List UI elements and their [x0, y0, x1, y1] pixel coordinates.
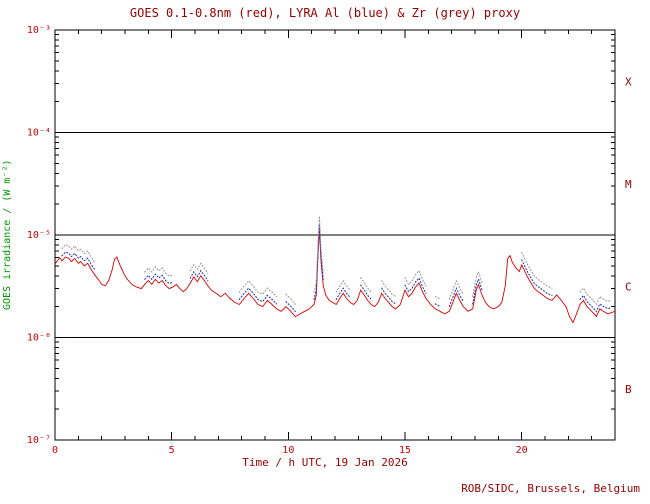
svg-text:5: 5: [169, 445, 175, 456]
credit-text: ROB/SIDC, Brussels, Belgium: [461, 482, 640, 495]
zr-proxy-series: [61, 216, 613, 306]
x-axis-label: Time / h UTC, 19 Jan 2026: [242, 456, 408, 469]
svg-text:10⁻⁴: 10⁻⁴: [27, 128, 51, 139]
svg-text:10⁻³: 10⁻³: [27, 25, 51, 36]
svg-text:C: C: [625, 280, 632, 293]
svg-text:B: B: [625, 383, 632, 396]
goes-series: [54, 228, 616, 324]
plot-frame: [54, 29, 616, 441]
svg-text:10⁻⁶: 10⁻⁶: [27, 333, 51, 344]
svg-text:M: M: [625, 178, 632, 191]
svg-text:X: X: [625, 75, 632, 88]
svg-text:10⁻⁵: 10⁻⁵: [27, 230, 51, 241]
svg-text:15: 15: [399, 445, 411, 456]
chart-title: GOES 0.1-0.8nm (red), LYRA Al (blue) & Z…: [129, 6, 521, 20]
class-boundary-lines: [55, 132, 615, 338]
flare-class-labels: X M C B: [625, 75, 632, 396]
x-tick-labels: 0 5 10 15 20: [52, 445, 528, 456]
axis-ticks: [54, 29, 616, 441]
svg-text:0: 0: [52, 445, 58, 456]
y-tick-labels: 10⁻³ 10⁻⁴ 10⁻⁵ 10⁻⁶ 10⁻⁷: [27, 25, 51, 446]
svg-text:10⁻⁷: 10⁻⁷: [27, 435, 51, 446]
svg-text:10: 10: [282, 445, 294, 456]
y-axis-label: GOES irradiance / (W m⁻²): [2, 159, 13, 311]
svg-text:20: 20: [516, 445, 528, 456]
